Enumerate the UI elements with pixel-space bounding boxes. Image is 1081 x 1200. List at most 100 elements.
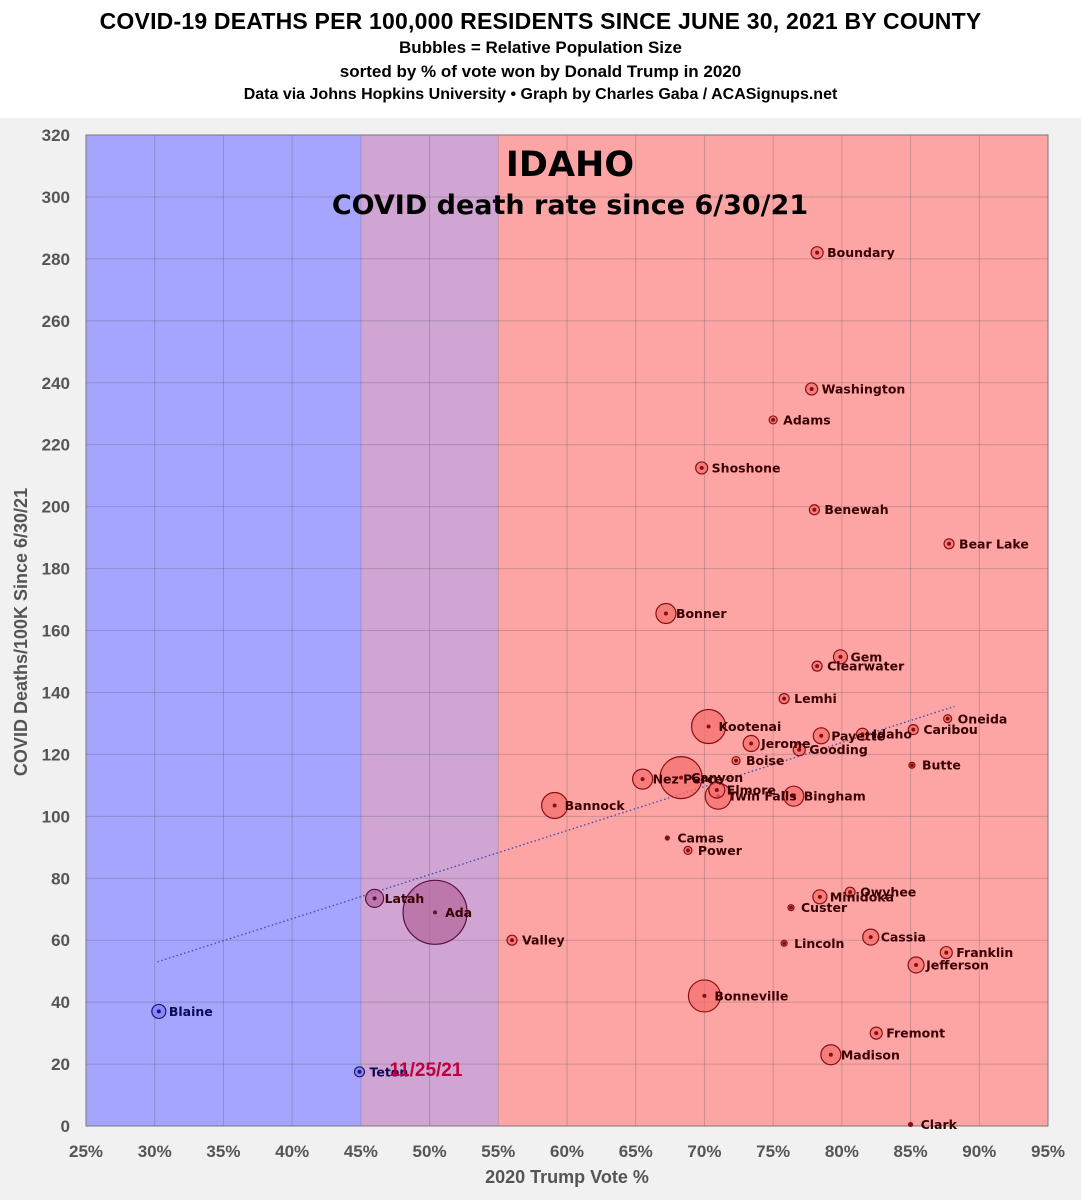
label-custer: Custer [801, 900, 848, 915]
y-tick-label: 0 [61, 1117, 70, 1136]
label-gem: Gem [850, 649, 882, 664]
label-bonner: Bonner [676, 606, 727, 621]
point-marker [947, 541, 952, 546]
label-benewah: Benewah [824, 502, 888, 517]
label-twin-falls: Twin Falls [728, 789, 797, 804]
label-power: Power [698, 843, 743, 858]
point-marker [640, 777, 645, 782]
label-elmore: Elmore [727, 782, 776, 797]
chart-subtitle-bubbles: Bubbles = Relative Population Size [399, 38, 682, 57]
x-tick-label: 75% [756, 1142, 790, 1161]
x-tick-label: 90% [962, 1142, 996, 1161]
point-marker [817, 894, 822, 899]
label-valley: Valley [522, 933, 565, 948]
x-tick-label: 40% [275, 1142, 309, 1161]
label-caribou: Caribou [923, 722, 978, 737]
label-gooding: Gooding [809, 742, 868, 757]
x-tick-label: 85% [894, 1142, 928, 1161]
label-fremont: Fremont [886, 1026, 945, 1041]
label-teton: Teton [369, 1064, 408, 1079]
point-marker [552, 803, 557, 808]
point-marker [771, 417, 776, 422]
point-marker [809, 386, 814, 391]
y-tick-label: 20 [51, 1055, 70, 1074]
label-washington: Washington [822, 381, 906, 396]
label-clearwater: Clearwater [827, 659, 905, 674]
y-tick-label: 280 [42, 250, 70, 269]
y-tick-label: 160 [42, 622, 70, 641]
band-0 [86, 135, 361, 1126]
label-lemhi: Lemhi [794, 691, 837, 706]
y-tick-label: 60 [51, 931, 70, 950]
plot-border [85, 134, 1049, 1127]
y-tick-label: 100 [42, 807, 70, 826]
state-title: IDAHO [506, 145, 634, 185]
y-tick-label: 180 [42, 560, 70, 579]
y-tick-label: 300 [42, 188, 70, 207]
chart-subtitle-sort: sorted by % of vote won by Donald Trump … [339, 62, 742, 81]
label-minidoka: Minidoka [830, 889, 894, 904]
county-bubbles [151, 246, 955, 1128]
y-tick-label: 200 [42, 498, 70, 517]
x-tick-label: 30% [138, 1142, 172, 1161]
grid-lines [85, 134, 1049, 1127]
label-bannock: Bannock [565, 798, 626, 813]
label-bingham: Bingham [804, 789, 866, 804]
point-marker [909, 763, 914, 768]
point-marker [797, 747, 802, 752]
point-marker [156, 1009, 161, 1014]
chart-credits: Data via Johns Hopkins University • Grap… [243, 86, 838, 103]
band-2 [498, 135, 1048, 1126]
point-marker [789, 905, 794, 910]
y-tick-label: 120 [42, 745, 70, 764]
label-cassia: Cassia [881, 930, 926, 945]
point-marker [782, 941, 787, 946]
point-marker [944, 950, 949, 955]
label-kootenai: Kootenai [719, 719, 782, 734]
point-marker [908, 1122, 913, 1127]
label-boise: Boise [746, 753, 784, 768]
point-marker [699, 465, 704, 470]
label-oneida: Oneida [958, 711, 1008, 726]
label-idaho: Idaho [872, 727, 912, 742]
point-marker [679, 775, 684, 780]
county-labels: Boundary Washington Adams Shoshone Benewah Be… [169, 245, 1029, 1132]
point-marker [782, 696, 787, 701]
point-marker [860, 732, 865, 737]
band-1 [360, 135, 499, 1126]
chart-title: COVID-19 DEATHS PER 100,000 RESIDENTS SI… [99, 8, 982, 34]
point-marker [714, 787, 719, 792]
vote-bands [86, 135, 1048, 1126]
x-tick-label: 95% [1031, 1142, 1065, 1161]
x-tick-label: 80% [825, 1142, 859, 1161]
point-marker [685, 848, 690, 853]
label-camas: Camas [677, 830, 724, 845]
y-tick-label: 140 [42, 683, 70, 702]
y-tick-label: 260 [42, 312, 70, 331]
y-tick-label: 40 [51, 993, 70, 1012]
label-madison: Madison [841, 1047, 900, 1062]
point-marker [357, 1069, 362, 1074]
x-axis-ticks: 25% 30% 35% 40% 45% 50% 55% 60% 65% 70% 75% 80% 85% 9… [69, 1142, 1065, 1161]
label-ada: Ada [445, 905, 472, 920]
y-axis-ticks: 0 20 40 60 80 100 120 140 160 180 200 220 240 260 280 3… [42, 126, 70, 1136]
label-canyon: Canyon [691, 770, 743, 785]
point-marker [945, 716, 950, 721]
label-blaine: Blaine [169, 1004, 213, 1019]
point-marker [812, 507, 817, 512]
y-tick-label: 80 [51, 869, 70, 888]
label-payette: Payette [831, 728, 885, 743]
y-tick-label: 220 [42, 436, 70, 455]
point-marker [702, 993, 707, 998]
label-bonneville: Bonneville [714, 988, 788, 1003]
x-tick-label: 45% [344, 1142, 378, 1161]
point-marker [706, 724, 711, 729]
point-marker [815, 250, 820, 255]
x-tick-label: 35% [206, 1142, 240, 1161]
x-tick-label: 70% [687, 1142, 721, 1161]
point-marker [911, 727, 916, 732]
label-bear-lake: Bear Lake [959, 536, 1029, 551]
x-tick-label: 60% [550, 1142, 584, 1161]
label-jefferson: Jefferson [925, 957, 989, 972]
